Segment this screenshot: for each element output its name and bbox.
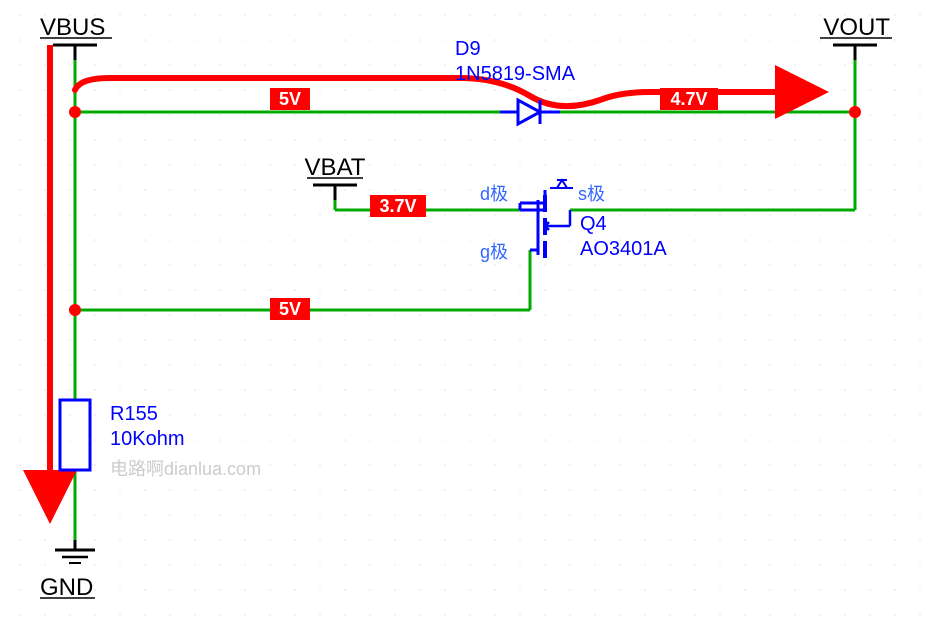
diode-value: 1N5819-SMA (455, 63, 576, 85)
mos-body-diode-tri (557, 180, 567, 188)
resistor-body (60, 400, 90, 470)
voltage-label: 5V (279, 89, 301, 109)
gnd-label: GND (40, 574, 93, 601)
voltage-label: 3.7V (379, 196, 416, 216)
mosfet-ref: Q4 (580, 213, 607, 235)
junction-vout (849, 106, 861, 118)
diode-triangle (518, 100, 540, 124)
mosfet-value: AO3401A (580, 238, 667, 260)
net-vbat-label: VBAT (305, 154, 366, 181)
junction-gate-rail (69, 304, 81, 316)
net-vout-label: VOUT (823, 14, 890, 41)
voltage-label: 5V (279, 299, 301, 319)
junction-vbus-top (69, 106, 81, 118)
mos-arrow (545, 222, 559, 230)
resistor-value: 10Kohm (110, 428, 185, 450)
mosfet-pin-d: d极 (480, 184, 508, 204)
watermark: 电路啊dianlua.com (110, 459, 261, 479)
diode-ref: D9 (455, 38, 481, 60)
mosfet-pin-s: s极 (578, 184, 605, 204)
voltage-label: 4.7V (670, 89, 707, 109)
resistor-ref: R155 (110, 403, 158, 425)
mosfet-pin-g: g极 (480, 242, 508, 262)
net-vbus-label: VBUS (40, 14, 105, 41)
